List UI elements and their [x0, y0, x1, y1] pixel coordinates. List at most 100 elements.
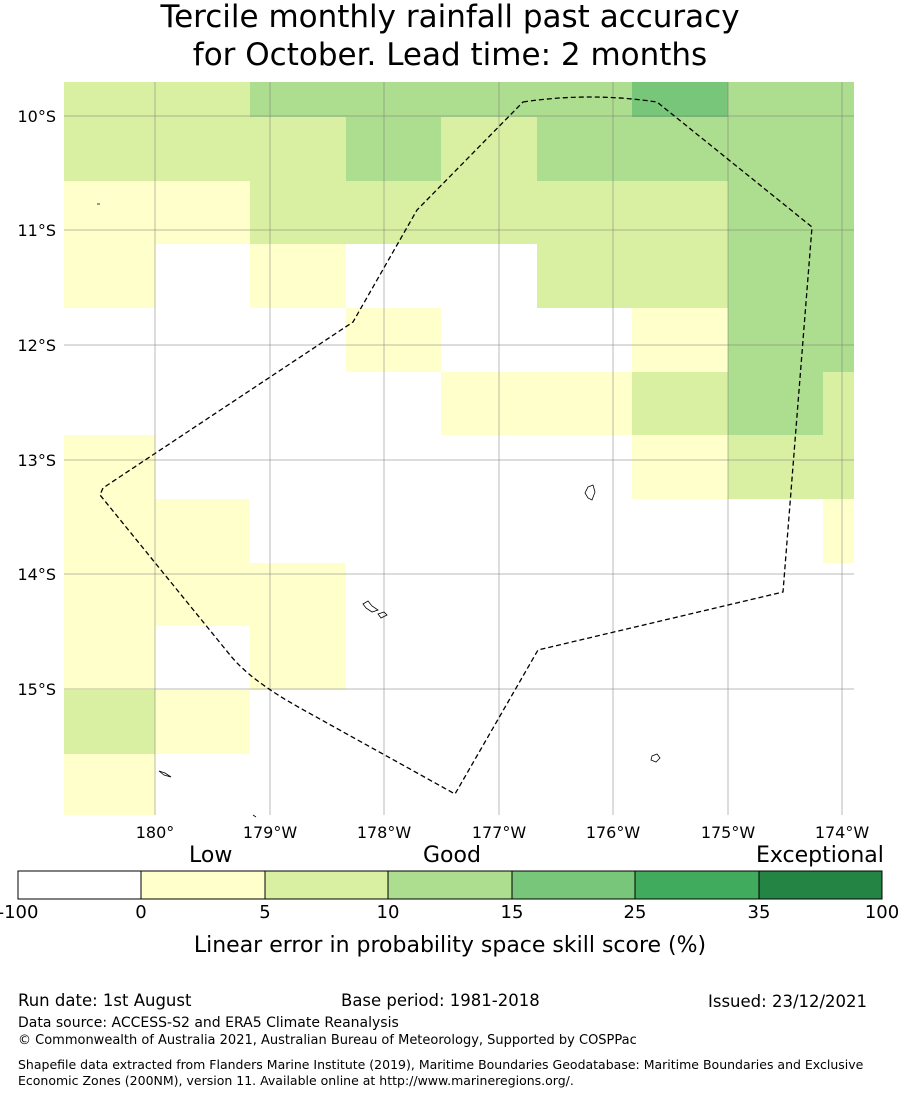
skill-cell: [250, 181, 346, 244]
colorbar-tick: -100: [0, 902, 39, 923]
colorbar-segment: [264, 870, 389, 900]
longitude-label: 174°W: [815, 823, 870, 842]
skill-cell: [823, 244, 854, 308]
skill-cell: [632, 244, 728, 308]
run-date: Run date: 1st August: [18, 991, 192, 1010]
skill-cell: [728, 435, 823, 499]
skill-cell: [441, 181, 537, 244]
skill-cell: [155, 82, 250, 117]
skill-cell: [250, 117, 346, 181]
skill-cell: [632, 308, 728, 372]
skill-cell: [441, 117, 537, 181]
skill-cell: [728, 82, 823, 117]
colorbar-segment: [17, 870, 142, 900]
colorbar-label: Linear error in probability space skill …: [193, 933, 707, 958]
eez-boundary: [99, 96, 813, 795]
skill-cell: [823, 308, 854, 372]
skill-cell: [632, 117, 728, 181]
colorbar-segment: [140, 870, 266, 900]
skill-cell: [728, 117, 823, 181]
longitude-label: 177°W: [472, 823, 527, 842]
latitude-labels: 10°S 11°S 12°S 13°S 14°S 15°S: [17, 107, 56, 699]
colorbar-segment: [634, 870, 760, 900]
legend-category-good: Good: [423, 843, 481, 868]
skill-cell: [64, 563, 155, 626]
skill-cell: [155, 690, 250, 754]
longitude-label: 176°W: [586, 823, 641, 842]
skill-cell: [823, 372, 854, 435]
skill-cell: [346, 308, 441, 372]
issued-date: Issued: 23/12/2021: [708, 992, 868, 1011]
legend-category-exceptional: Exceptional: [756, 843, 884, 868]
colorbar-segment: [387, 870, 513, 900]
longitude-label: 179°W: [243, 823, 298, 842]
latitude-label: 15°S: [17, 680, 56, 699]
copyright: © Commonwealth of Australia 2021, Austra…: [18, 1033, 637, 1048]
skill-cell: [64, 435, 155, 499]
skill-cell: [64, 117, 155, 181]
legend-category-low: Low: [189, 843, 233, 868]
colorbar-tick: 100: [864, 902, 900, 923]
skill-cell: [155, 181, 250, 244]
skill-cell: [728, 308, 823, 372]
longitude-label: 175°W: [701, 823, 756, 842]
shapefile-credit: Shapefile data extracted from Flanders M…: [18, 1057, 864, 1088]
skill-cell: [250, 626, 346, 690]
longitude-label: 180°: [136, 823, 175, 842]
skill-cell: [155, 563, 250, 626]
skill-cell: [250, 244, 346, 308]
skill-cell: [155, 499, 250, 563]
skill-cell: [728, 372, 823, 435]
skill-cell: [441, 372, 537, 435]
skill-cell: [64, 244, 155, 308]
skill-cell: [64, 499, 155, 563]
skill-cell: [728, 181, 823, 244]
colorbar-tick: 10: [376, 902, 400, 923]
skill-cell: [728, 244, 823, 308]
skill-cell: [346, 117, 441, 181]
skill-cell: [537, 372, 632, 435]
skill-cell: [537, 181, 632, 244]
skill-cell: [823, 435, 854, 499]
skill-cell: [441, 82, 537, 117]
graticule: [64, 82, 854, 815]
skill-cell: [537, 117, 632, 181]
skill-cell: [537, 244, 632, 308]
map-title-line-1: Tercile monthly rainfall past accuracy: [160, 0, 740, 35]
colorbar-tick: 0: [135, 902, 147, 923]
skill-cell: [346, 181, 441, 244]
skill-cell: [64, 754, 155, 815]
colorbar: [17, 870, 883, 900]
skill-cell: [155, 117, 250, 181]
colorbar-segment: [758, 870, 883, 900]
latitude-label: 14°S: [17, 565, 56, 584]
skill-cell: [64, 690, 155, 754]
data-source: Data source: ACCESS-S2 and ERA5 Climate …: [18, 1015, 399, 1031]
skill-cell: [64, 626, 155, 690]
latitude-label: 13°S: [17, 451, 56, 470]
colorbar-tick: 35: [747, 902, 771, 923]
latitude-label: 12°S: [17, 336, 56, 355]
skill-cell: [823, 181, 854, 244]
skill-cell: [537, 82, 632, 117]
skill-cell: [823, 82, 854, 117]
longitude-labels: 180° 179°W 178°W 177°W 176°W 175°W 174°W: [136, 823, 870, 842]
skill-cell: [823, 499, 854, 563]
islands: [97, 203, 661, 818]
latitude-label: 10°S: [17, 107, 56, 126]
skill-cell: [632, 435, 728, 499]
skill-cell: [823, 117, 854, 181]
skill-cell: [64, 82, 155, 117]
colorbar-segment: [511, 870, 636, 900]
skill-cell: [632, 372, 728, 435]
map-title-line-2: for October. Lead time: 2 months: [192, 37, 708, 73]
colorbar-tick: 25: [623, 902, 647, 923]
latitude-label: 11°S: [17, 221, 56, 240]
skill-cell: [250, 82, 346, 117]
skill-cell: [632, 82, 728, 117]
skill-cell: [64, 181, 155, 244]
colorbar-tick: 5: [259, 902, 271, 923]
longitude-label: 178°W: [357, 823, 412, 842]
colorbar-tick: 15: [500, 902, 524, 923]
